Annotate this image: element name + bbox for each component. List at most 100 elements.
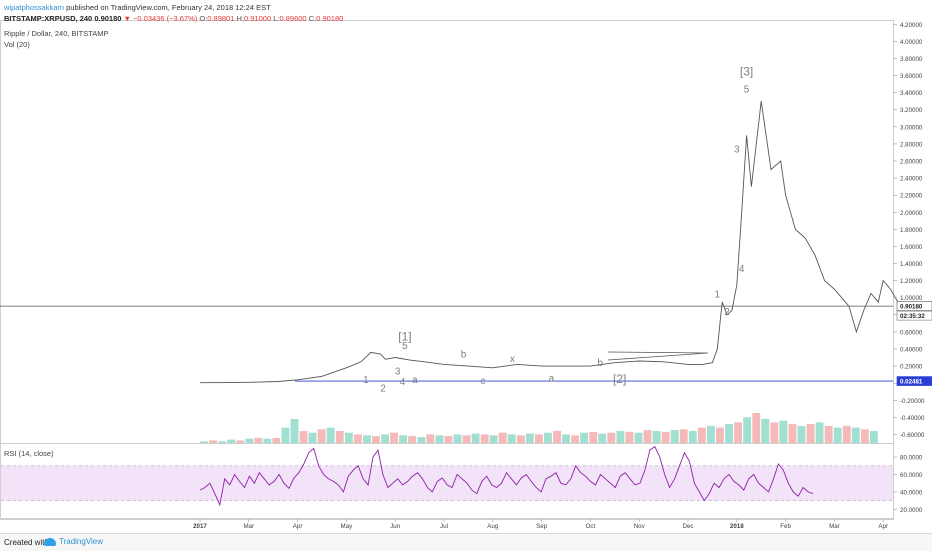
volume-bar [480, 434, 489, 443]
price-tick-label: 3.20000 [900, 107, 923, 114]
wave-label: a [412, 375, 418, 386]
price-tags: 0.90180 0.02481 02:35:32 [896, 301, 932, 386]
volume-bar [317, 429, 326, 443]
volume-bar [525, 433, 534, 443]
volume-bar [227, 439, 236, 443]
time-tick-label: Jun [390, 523, 401, 530]
price-tick-label: 1.00000 [900, 295, 923, 302]
volume-bar [272, 437, 281, 443]
time-tick-label: Feb [780, 523, 791, 530]
volume-bar [652, 431, 661, 443]
volume-bar [716, 427, 724, 443]
volume-bar [335, 431, 344, 443]
wave-label: 1 [714, 290, 720, 301]
volume-bar [236, 440, 245, 443]
volume-bar [598, 433, 607, 443]
last-price: 0.90180 [94, 14, 122, 23]
header-line-1: wipatphossakkarn published on TradingVie… [4, 2, 343, 13]
volume-bar [770, 422, 779, 443]
price-tick-label: 1.80000 [900, 227, 923, 234]
price-tick-label: 2.00000 [900, 210, 923, 217]
volume-bar [625, 431, 634, 443]
author-link[interactable]: wipatphossakkarn [4, 3, 65, 12]
wave-label: 5 [744, 85, 750, 96]
volume-bar [426, 434, 435, 443]
price-tick-label: 3.80000 [900, 56, 923, 63]
wave-label: b [597, 358, 603, 369]
time-tick-label: Mar [243, 523, 254, 530]
volume-bar [290, 419, 299, 443]
volume-bar [707, 425, 715, 443]
volume-bar [634, 432, 643, 443]
volume-bar [743, 417, 752, 443]
high-label: H: [236, 14, 245, 23]
created-with-text: Created with [4, 538, 49, 547]
price-series-line [199, 101, 906, 384]
time-tick-label: Nov [634, 523, 646, 530]
price-tick-label: 1.40000 [900, 261, 923, 268]
wave-label: [2] [613, 372, 626, 386]
volume-bar [381, 434, 389, 443]
volume-bar [444, 436, 453, 443]
price-tick-label: 2.40000 [900, 176, 923, 183]
price-tick-label: -0.20000 [900, 398, 925, 405]
volume-bar [489, 435, 498, 443]
price-horizontal-lines [0, 305, 893, 382]
volume-bar [408, 436, 417, 443]
volume-bar [516, 435, 525, 443]
volume-bar [417, 437, 426, 443]
volume-bar [254, 437, 263, 443]
price-tick-label: 3.60000 [900, 73, 923, 80]
volume-bar [353, 434, 362, 443]
price-tag-box [896, 301, 932, 311]
volume-bar [869, 431, 878, 443]
wave-label: 5 [402, 341, 408, 352]
rsi-pane-title: RSI (14, close) [4, 449, 54, 458]
volume-bar [571, 435, 580, 443]
wave-label: [1] [398, 329, 411, 343]
volume-bar [725, 424, 733, 443]
wave-label: 2 [380, 384, 386, 395]
time-tick-label: Sep [536, 523, 548, 530]
volume-bar [851, 427, 860, 443]
wave-label: c [481, 376, 486, 387]
volume-bar [471, 433, 480, 443]
volume-bar [670, 430, 679, 443]
volume-bar [326, 427, 335, 443]
wave-label: [3] [740, 65, 753, 79]
chart-header: wipatphossakkarn published on TradingVie… [4, 2, 343, 24]
volume-bar [562, 434, 570, 443]
price-tick-label: 4.20000 [900, 22, 923, 29]
volume-bar [815, 422, 824, 443]
open-label: O: [199, 14, 208, 23]
volume-bar [842, 425, 851, 443]
time-tick-label: Apr [878, 523, 888, 530]
volume-bars [200, 413, 878, 443]
volume-bar [462, 435, 471, 443]
price-tick-label: 1.60000 [900, 244, 923, 251]
price-change: ▼ −0.03436 (−3.67%) [123, 14, 198, 23]
price-tick-label: 2.60000 [900, 159, 923, 166]
volume-bar [263, 438, 272, 443]
volume-bar [453, 434, 462, 443]
volume-bar [616, 431, 625, 443]
low-label: L: [273, 14, 280, 23]
close-label: C: [308, 14, 317, 23]
volume-bar [344, 432, 353, 443]
rsi-band [1, 465, 893, 501]
volume-bar [245, 438, 254, 443]
volume-title: Vol (20) [4, 40, 30, 49]
tradingview-brand[interactable]: TradingView [44, 537, 103, 546]
volume-bar [589, 431, 598, 443]
volume-bar [435, 435, 444, 443]
rsi-tick-label: 60.0000 [900, 472, 923, 479]
rsi-axis-ticks: 20.0000 40.0000 60.0000 80.0000 [893, 455, 923, 514]
rsi-series-line [199, 445, 814, 507]
volume-bar [299, 431, 308, 443]
volume-bar [734, 422, 742, 443]
volume-bar [200, 441, 208, 443]
volume-bar [399, 435, 408, 443]
symbol-label: BITSTAMP:XRPUSD, 240 [4, 14, 93, 23]
time-tick-label: 2017 [193, 523, 207, 530]
